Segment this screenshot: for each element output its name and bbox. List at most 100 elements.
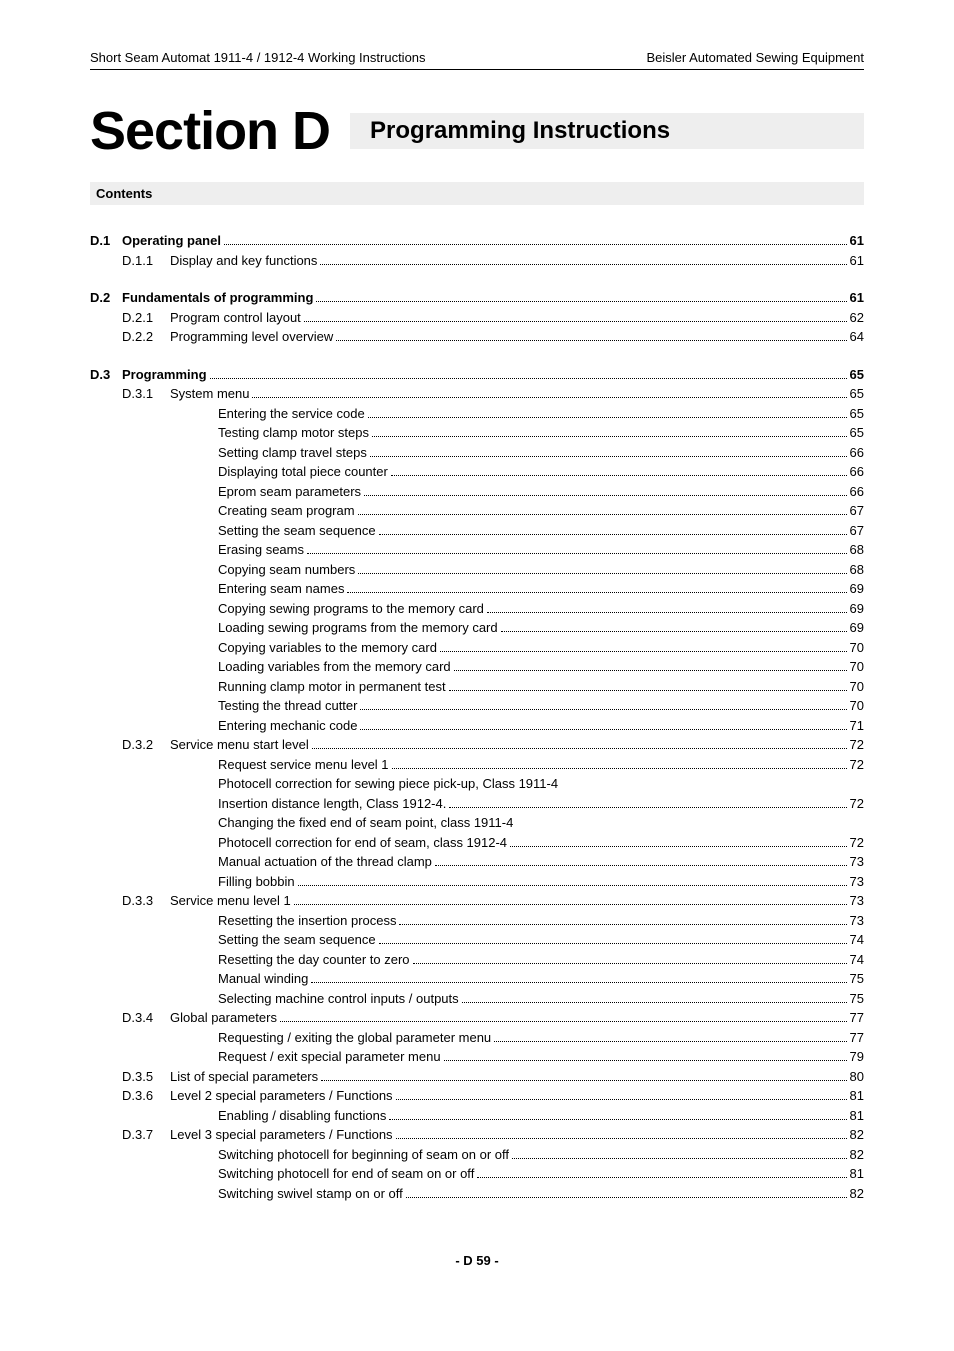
toc-line: Manual actuation of the thread clamp73 <box>218 852 864 872</box>
toc-line: D.3.2 Service menu start level 72 <box>90 735 864 755</box>
toc-label: Testing clamp motor steps <box>218 423 369 443</box>
toc-section-d2: D.2 Fundamentals of programming 61 D.2.1… <box>90 288 864 347</box>
page-footer: - D 59 - <box>90 1253 864 1268</box>
toc-line: D.3.1 System menu 65 <box>90 384 864 404</box>
header-right: Beisler Automated Sewing Equipment <box>646 50 864 65</box>
toc-sublist: Enabling / disabling functions81 <box>90 1106 864 1126</box>
toc-label: Loading sewing programs from the memory … <box>218 618 498 638</box>
toc: D.1 Operating panel 61 D.1.1 Display and… <box>90 231 864 1203</box>
toc-label: Programming <box>122 365 207 385</box>
toc-dots <box>312 748 847 749</box>
toc-num: D.3 <box>90 365 122 385</box>
toc-page: 75 <box>850 989 864 1009</box>
toc-line: Eprom seam parameters66 <box>218 482 864 502</box>
toc-dots <box>510 846 846 847</box>
toc-line: Photocell correction for end of seam, cl… <box>218 833 864 853</box>
toc-page: 65 <box>850 404 864 424</box>
toc-line: Testing the thread cutter70 <box>218 696 864 716</box>
toc-page: 72 <box>850 755 864 775</box>
toc-label: Selecting machine control inputs / outpu… <box>218 989 459 1009</box>
toc-sublist: Requesting / exiting the global paramete… <box>90 1028 864 1067</box>
toc-line: Entering the service code65 <box>218 404 864 424</box>
toc-page: 61 <box>850 231 864 251</box>
toc-label: Eprom seam parameters <box>218 482 361 502</box>
toc-line: Setting clamp travel steps 66 <box>218 443 864 463</box>
toc-line: Switching swivel stamp on or off82 <box>218 1184 864 1204</box>
toc-line: Selecting machine control inputs / outpu… <box>218 989 864 1009</box>
toc-page: 80 <box>850 1067 864 1087</box>
toc-page: 68 <box>850 540 864 560</box>
toc-line: D.3.3 Service menu level 1 73 <box>90 891 864 911</box>
toc-dots <box>360 729 846 730</box>
toc-label: Programming level overview <box>170 327 333 347</box>
toc-dots <box>316 301 846 302</box>
toc-label: Enabling / disabling functions <box>218 1106 386 1126</box>
toc-label: Fundamentals of programming <box>122 288 313 308</box>
toc-page: 65 <box>850 423 864 443</box>
toc-label: Service menu level 1 <box>170 891 291 911</box>
toc-label: Manual winding <box>218 969 308 989</box>
toc-dots <box>487 612 847 613</box>
toc-label: Setting the seam sequence <box>218 930 376 950</box>
toc-line: Entering seam names 69 <box>218 579 864 599</box>
toc-dots <box>379 534 847 535</box>
toc-label: Switching photocell for beginning of sea… <box>218 1145 509 1165</box>
toc-dots <box>435 865 847 866</box>
toc-dots <box>304 321 847 322</box>
toc-line: D.3 Programming 65 <box>90 365 864 385</box>
toc-num: D.2 <box>90 288 122 308</box>
toc-label: Level 3 special parameters / Functions <box>170 1125 393 1145</box>
toc-page: 65 <box>850 384 864 404</box>
toc-page: 73 <box>850 872 864 892</box>
toc-dots <box>449 690 847 691</box>
toc-num: D.2.2 <box>122 327 170 347</box>
toc-dots <box>372 436 847 437</box>
toc-dots <box>336 340 846 341</box>
toc-line: Resetting the day counter to zero74 <box>218 950 864 970</box>
toc-line: Switching photocell for beginning of sea… <box>218 1145 864 1165</box>
toc-label: Testing the thread cutter <box>218 696 357 716</box>
toc-section-d3: D.3 Programming 65 D.3.1 System menu 65 … <box>90 365 864 1204</box>
toc-dots <box>360 709 846 710</box>
toc-line: Enabling / disabling functions81 <box>218 1106 864 1126</box>
toc-line: D.3.5 List of special parameters 80 <box>90 1067 864 1087</box>
toc-sublist: Switching photocell for beginning of sea… <box>90 1145 864 1204</box>
toc-dots <box>210 378 847 379</box>
toc-label: Photocell correction for end of seam, cl… <box>218 833 507 853</box>
toc-label: Level 2 special parameters / Functions <box>170 1086 393 1106</box>
toc-dots <box>280 1021 847 1022</box>
toc-page: 65 <box>850 365 864 385</box>
toc-label: Entering seam names <box>218 579 344 599</box>
toc-line: Displaying total piece counter66 <box>218 462 864 482</box>
toc-page: 66 <box>850 443 864 463</box>
toc-dots <box>406 1197 847 1198</box>
toc-label: Copying variables to the memory card <box>218 638 437 658</box>
toc-label: Global parameters <box>170 1008 277 1028</box>
toc-line: Testing clamp motor steps 65 <box>218 423 864 443</box>
toc-page: 70 <box>850 677 864 697</box>
toc-num: D.3.4 <box>122 1008 170 1028</box>
toc-page: 61 <box>850 251 864 271</box>
toc-label: Setting clamp travel steps <box>218 443 367 463</box>
toc-page: 64 <box>850 327 864 347</box>
toc-page: 69 <box>850 579 864 599</box>
toc-label: List of special parameters <box>170 1067 318 1087</box>
toc-dots <box>413 963 847 964</box>
toc-page: 69 <box>850 618 864 638</box>
header-left: Short Seam Automat 1911-4 / 1912-4 Worki… <box>90 50 426 65</box>
toc-label: Photocell correction for sewing piece pi… <box>218 774 558 794</box>
toc-page: 61 <box>850 288 864 308</box>
toc-line: D.3.6 Level 2 special parameters / Funct… <box>90 1086 864 1106</box>
toc-dots <box>252 397 846 398</box>
toc-page: 69 <box>850 599 864 619</box>
contents-label: Contents <box>90 182 864 205</box>
toc-dots <box>368 417 847 418</box>
toc-line: Copying sewing programs to the memory ca… <box>218 599 864 619</box>
toc-line: D.2.2 Programming level overview 64 <box>90 327 864 347</box>
toc-dots <box>389 1119 846 1120</box>
toc-label: Changing the fixed end of seam point, cl… <box>218 813 513 833</box>
toc-line: Requesting / exiting the global paramete… <box>218 1028 864 1048</box>
toc-dots <box>379 943 847 944</box>
toc-dots <box>396 1099 847 1100</box>
toc-dots <box>298 885 847 886</box>
